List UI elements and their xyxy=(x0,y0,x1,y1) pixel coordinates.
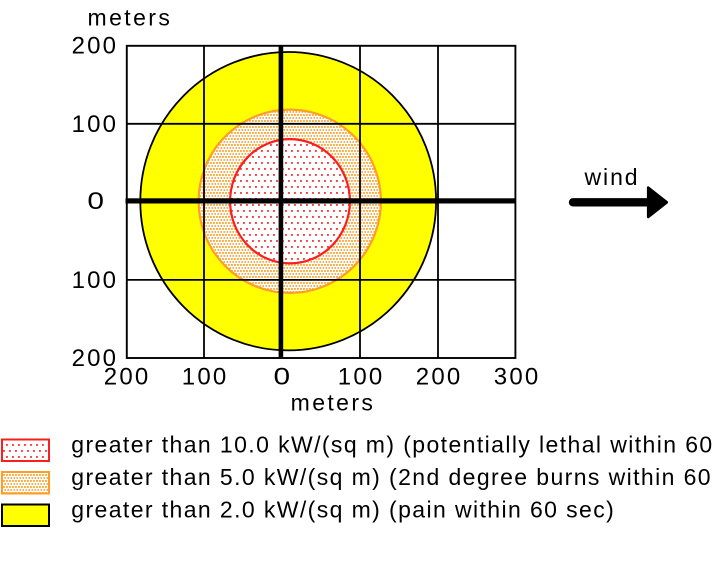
svg-text:meters: meters xyxy=(291,390,376,416)
svg-text:100: 100 xyxy=(338,364,385,391)
svg-text:meters: meters xyxy=(88,5,173,31)
svg-text:200: 200 xyxy=(72,345,119,372)
svg-text:200: 200 xyxy=(72,33,119,60)
svg-text:100: 100 xyxy=(72,267,119,294)
svg-text:0: 0 xyxy=(274,364,291,391)
svg-text:wind: wind xyxy=(584,164,640,190)
svg-text:100: 100 xyxy=(182,364,229,391)
svg-text:0: 0 xyxy=(87,188,104,215)
svg-text:greater than 10.0 kW/(sq m) (p: greater than 10.0 kW/(sq m) (potentially… xyxy=(71,431,713,457)
svg-text:200: 200 xyxy=(104,364,151,391)
svg-text:greater than 2.0 kW/(sq m) (pa: greater than 2.0 kW/(sq m) (pain within … xyxy=(71,496,615,522)
svg-text:100: 100 xyxy=(72,111,119,138)
svg-text:greater than 5.0 kW/(sq m) (2n: greater than 5.0 kW/(sq m) (2nd degree b… xyxy=(71,464,713,490)
svg-text:300: 300 xyxy=(494,364,541,391)
svg-text:200: 200 xyxy=(416,364,463,391)
